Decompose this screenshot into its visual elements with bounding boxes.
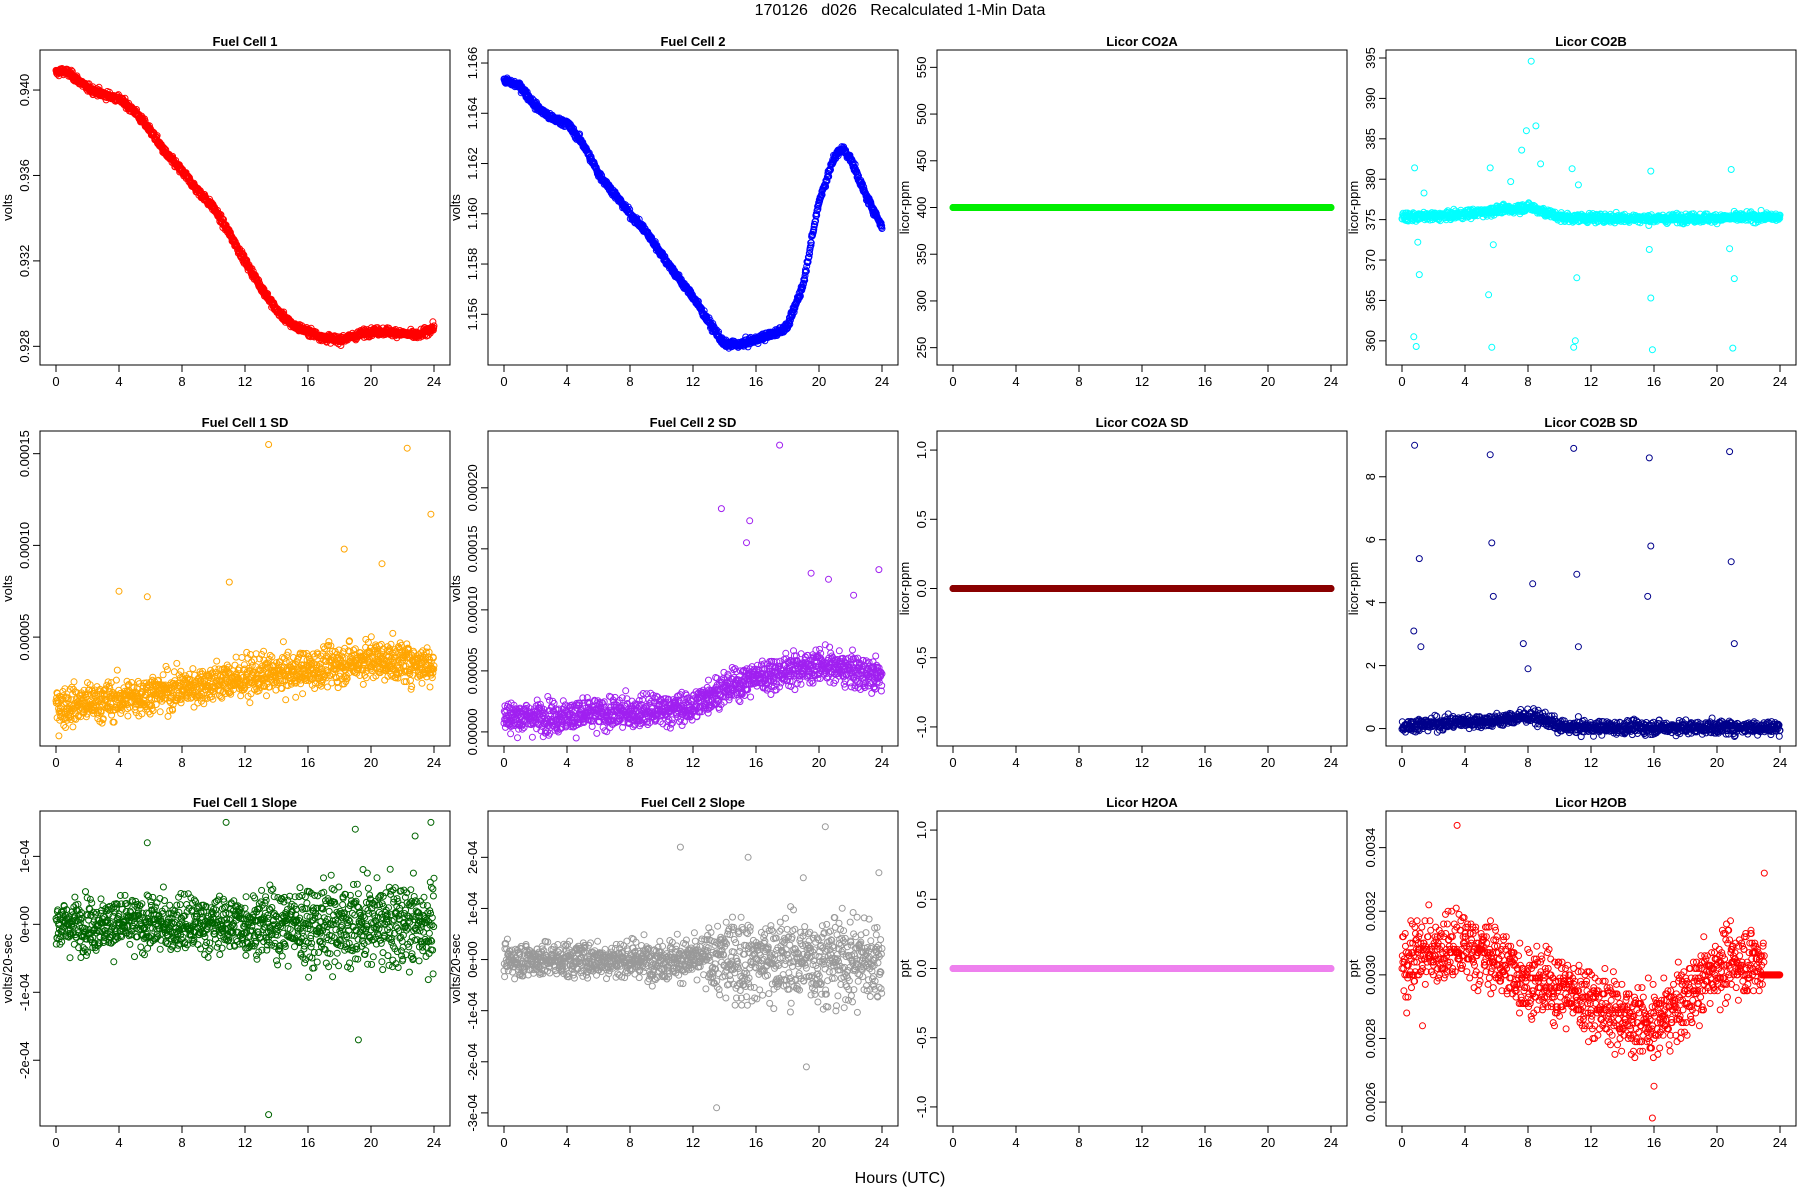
panel-title: Fuel Cell 2 bbox=[660, 34, 725, 49]
y-tick-label: 1.156 bbox=[465, 298, 480, 331]
x-tick-label: 20 bbox=[364, 374, 378, 389]
y-tick-label: 1.162 bbox=[465, 147, 480, 180]
y-tick-label: 300 bbox=[914, 290, 929, 312]
x-tick-label: 12 bbox=[1135, 374, 1149, 389]
y-tick-label: 1.164 bbox=[465, 97, 480, 130]
y-axis-label: volts bbox=[448, 194, 463, 221]
y-tick-label: 500 bbox=[914, 103, 929, 125]
y-axis-label: volts bbox=[0, 194, 15, 221]
x-tick-label: 16 bbox=[749, 374, 763, 389]
x-tick-label: 24 bbox=[875, 374, 889, 389]
y-tick-label: 250 bbox=[914, 337, 929, 359]
figure-title: 170126 d026 Recalculated 1-Min Data bbox=[0, 2, 1800, 20]
data-point bbox=[67, 66, 75, 74]
y-tick-label: 0.936 bbox=[17, 159, 32, 192]
data-point bbox=[249, 268, 257, 275]
y-tick-label: 450 bbox=[914, 150, 929, 172]
data-points bbox=[500, 74, 886, 352]
x-tick-label: 0 bbox=[52, 374, 59, 389]
x-tick-label: 12 bbox=[238, 374, 252, 389]
panel-fuel-cell-2: Fuel Cell 2 volts 0 4 8 12 16 20 24 1.156 1.158 1.1… bbox=[448, 34, 899, 389]
x-tick-label: 0 bbox=[500, 374, 507, 389]
x-tick-label: 4 bbox=[563, 374, 570, 389]
x-tick-label: 12 bbox=[686, 374, 700, 389]
x-tick-label: 20 bbox=[812, 374, 826, 389]
x-tick-label: 16 bbox=[301, 374, 315, 389]
panel-licor-co2a: Licor CO2A licor-ppm 0 4 8 12 16 20 24 250 300 350 4… bbox=[897, 34, 1348, 389]
y-tick-label: 400 bbox=[914, 197, 929, 219]
y-tick-label: 0.932 bbox=[17, 245, 32, 278]
panel-title: Licor CO2A bbox=[1106, 34, 1178, 49]
y-tick-label: 0.928 bbox=[17, 330, 32, 363]
x-tick-label: 16 bbox=[1198, 374, 1212, 389]
panel-fuel-cell-1: Fuel Cell 1 volts 0 4 8 12 16 20 24 0.928 0.932 0.9… bbox=[0, 34, 451, 389]
x-tick-label: 4 bbox=[115, 374, 122, 389]
x-tick-label: 20 bbox=[1261, 374, 1275, 389]
y-tick-label: 350 bbox=[914, 243, 929, 265]
y-tick-label: 0.940 bbox=[17, 74, 32, 107]
y-tick-label: 550 bbox=[914, 56, 929, 78]
plot-frame bbox=[487, 49, 899, 366]
data-points bbox=[949, 204, 1335, 211]
y-axis-label: licor-ppm bbox=[897, 181, 912, 234]
y-tick-label: 1.160 bbox=[465, 198, 480, 231]
x-tick-label: 4 bbox=[1012, 374, 1019, 389]
data-points bbox=[52, 65, 438, 349]
panel-title: Fuel Cell 1 bbox=[212, 34, 277, 49]
x-tick-label: 8 bbox=[178, 374, 185, 389]
x-tick-label: 8 bbox=[1075, 374, 1082, 389]
x-tick-label: 24 bbox=[427, 374, 441, 389]
y-tick-label: 1.158 bbox=[465, 248, 480, 281]
x-tick-label: 0 bbox=[949, 374, 956, 389]
x-tick-label: 8 bbox=[626, 374, 633, 389]
x-tick-label: 24 bbox=[1324, 374, 1338, 389]
y-tick-label: 1.166 bbox=[465, 47, 480, 80]
